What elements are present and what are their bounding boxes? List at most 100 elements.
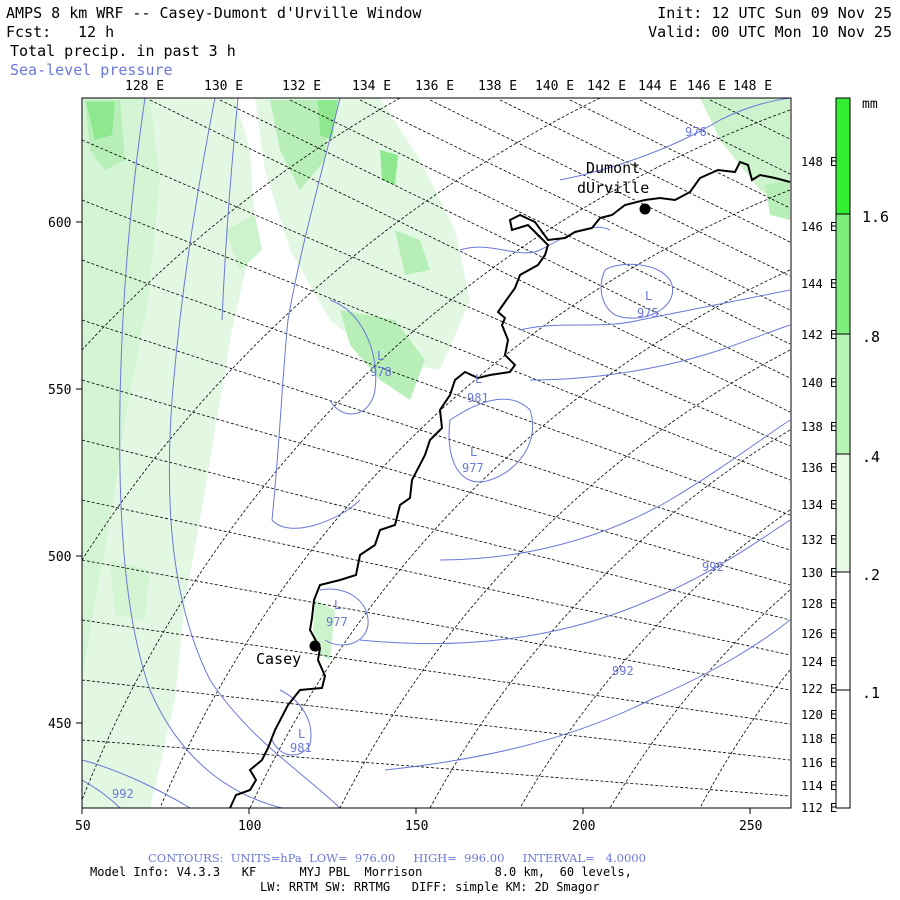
parallel-arc: [519, 509, 791, 808]
station-label-casey: Casey: [256, 650, 301, 668]
right-lon-label: 126 E: [801, 627, 837, 641]
axis-ticks: [76, 221, 751, 814]
top-lon-label: 138 E: [478, 79, 517, 94]
slp-contour: [82, 759, 191, 808]
meridian-line: [82, 499, 791, 656]
slp-contour: [319, 588, 369, 646]
slp-contour: [600, 263, 674, 319]
meridian-line: [82, 139, 791, 447]
top-lon-label: 140 E: [535, 79, 574, 94]
field-slp-label: Sea-level pressure: [10, 61, 173, 79]
colorbar-bin: [836, 454, 850, 572]
slp-contour: [271, 98, 361, 529]
colorbar-tick-label: .8: [862, 328, 880, 346]
parallel-arc: [159, 189, 791, 808]
bottom-axis-label: 50: [75, 819, 91, 834]
slp-contour: [168, 98, 341, 808]
colorbar-tick-label: 1.6: [862, 208, 889, 226]
left-axis-label: 550: [48, 383, 71, 398]
right-lon-label: 144 E: [801, 277, 837, 291]
forecast-label: Fcst:: [6, 23, 52, 41]
meridian-line: [82, 679, 791, 761]
low-marker: L: [470, 445, 477, 459]
pressure-label: 975: [637, 306, 659, 320]
slp-contour: [82, 779, 121, 808]
right-lon-label: 116 E: [801, 756, 837, 770]
right-lon-label: 130 E: [801, 566, 837, 580]
top-lon-label: 128 E: [125, 79, 164, 94]
dumont-durville-marker: [639, 203, 651, 215]
top-lon-label: 132 E: [282, 79, 321, 94]
slp-contour: [519, 289, 791, 331]
meridian-line: [429, 99, 791, 277]
pressure-label: 976: [685, 125, 707, 139]
colorbar: [835, 97, 851, 809]
right-lon-label: 120 E: [801, 708, 837, 722]
right-lon-label: 140 E: [801, 376, 837, 390]
casey-marker: [309, 640, 321, 652]
slp-contour: [448, 398, 534, 483]
right-lon-label: 146 E: [801, 220, 837, 234]
pressure-label: 992: [112, 787, 134, 801]
precip-area: [700, 98, 790, 210]
coastline-path: [229, 160, 791, 808]
meridian-line: [219, 99, 791, 379]
pressure-label: 992: [702, 560, 724, 574]
right-lon-label: 112 E: [801, 801, 837, 815]
plot-frame: [81, 97, 792, 809]
right-lon-label: 138 E: [801, 420, 837, 434]
colorbar-bin: [836, 214, 850, 334]
right-lon-label: 142 E: [801, 328, 837, 342]
precip-area: [82, 98, 160, 680]
left-axis-label: 500: [48, 550, 71, 565]
slp-contour: [359, 519, 791, 645]
top-lon-label: 134 E: [352, 79, 391, 94]
right-lon-label: 132 E: [801, 533, 837, 547]
top-lon-label: 136 E: [415, 79, 454, 94]
slp-contour: [119, 98, 283, 808]
pressure-label: 981: [290, 741, 312, 755]
colorbar-unit: mm: [862, 97, 878, 112]
low-marker: L: [475, 372, 482, 386]
top-lon-label: 144 E: [638, 79, 677, 94]
slp-contour: [221, 98, 239, 321]
meridian-line: [499, 99, 791, 243]
slp-contour: [439, 419, 791, 561]
colorbar-frame: [835, 97, 851, 809]
parallel-arc: [609, 589, 791, 808]
meridian-line: [82, 619, 791, 725]
pressure-label: 981: [467, 391, 489, 405]
colorbar-tick-label: .4: [862, 448, 880, 466]
coastline: [229, 160, 791, 808]
bottom-axis-label: 200: [572, 819, 595, 834]
precip-area: [318, 100, 338, 140]
init-time: Init: 12 UTC Sun 09 Nov 25: [657, 4, 892, 22]
low-marker: L: [334, 598, 341, 612]
slp-contours: [82, 98, 791, 808]
colorbar-bin: [836, 98, 850, 214]
stations: [309, 203, 651, 652]
colorbar-tick-label: .2: [862, 566, 880, 584]
top-lon-label: 146 E: [687, 79, 726, 94]
precip-area: [110, 560, 150, 620]
slp-contour: [271, 689, 312, 756]
meridian-line: [569, 99, 791, 209]
low-marker: L: [377, 349, 384, 363]
parallel-arc: [82, 109, 791, 801]
parallel-arc: [429, 429, 791, 808]
precip-area: [270, 100, 330, 190]
bottom-axis-label: 150: [405, 819, 428, 834]
bottom-axis-label: 250: [739, 819, 762, 834]
pressure-label: 978: [370, 365, 392, 379]
right-lon-label: 128 E: [801, 597, 837, 611]
right-lon-label: 148 E: [801, 155, 837, 169]
slp-contour: [559, 98, 791, 181]
pressure-label: 977: [462, 461, 484, 475]
meridian-line: [82, 199, 791, 481]
station-label-durville: dUrville: [577, 179, 649, 197]
meridian-line: [82, 739, 791, 797]
contour-info: CONTOURS: UNITS=hPa LOW= 976.00 HIGH= 99…: [148, 851, 646, 865]
right-lon-label: 114 E: [801, 779, 837, 793]
pressure-label: 992: [612, 664, 634, 678]
